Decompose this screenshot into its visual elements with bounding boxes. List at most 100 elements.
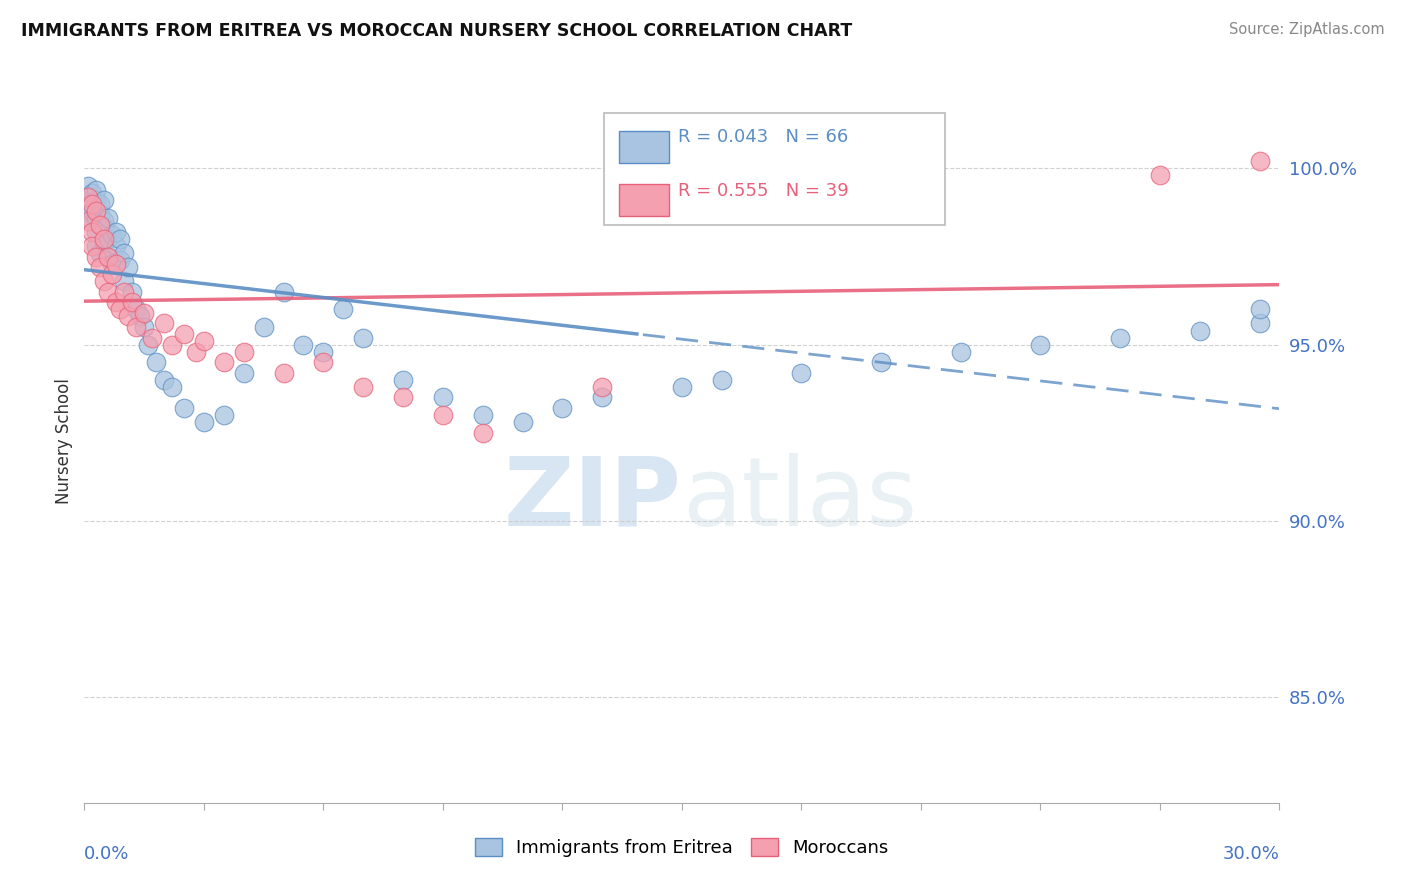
Point (1188, 324, 1211, 338)
Point (112, 285, 135, 299)
Point (273, 285, 295, 299)
Point (232, 344, 254, 359)
Point (160, 337, 183, 351)
Point (1109, 330, 1132, 344)
Point (432, 408, 454, 422)
Point (110, 253, 132, 268)
Point (212, 408, 235, 422)
Text: R = 0.555   N = 39: R = 0.555 N = 39 (678, 182, 849, 200)
Point (232, 366, 254, 380)
Point (332, 302, 354, 317)
Point (392, 391, 415, 405)
Point (86, 203, 108, 218)
Text: Source: ZipAtlas.com: Source: ZipAtlas.com (1229, 22, 1385, 37)
Point (77, 214, 100, 228)
Point (471, 425, 494, 440)
Point (89, 218, 111, 232)
Point (82, 239, 104, 253)
Point (86, 239, 108, 253)
Point (89, 246, 111, 260)
Point (110, 302, 132, 317)
Point (432, 391, 454, 405)
Text: atlas: atlas (682, 453, 917, 546)
Point (82, 225, 104, 239)
Point (82, 196, 104, 211)
Point (77, 179, 100, 194)
Point (352, 330, 374, 344)
Point (105, 239, 128, 253)
Point (82, 196, 104, 211)
Point (93, 214, 115, 228)
Point (471, 408, 494, 422)
Point (591, 391, 613, 405)
Point (392, 373, 415, 387)
Point (551, 401, 574, 415)
Point (105, 256, 128, 270)
Point (512, 415, 534, 429)
Point (93, 274, 115, 288)
Point (110, 232, 132, 246)
Point (86, 211, 108, 225)
Point (121, 285, 143, 299)
Point (89, 207, 111, 221)
Point (193, 415, 215, 429)
FancyBboxPatch shape (605, 112, 945, 225)
Point (184, 344, 207, 359)
Point (82, 214, 104, 228)
Text: 30.0%: 30.0% (1223, 845, 1279, 863)
Point (710, 373, 733, 387)
Point (105, 295, 128, 310)
Point (273, 366, 295, 380)
Point (89, 196, 111, 211)
Point (173, 401, 195, 415)
Point (292, 337, 315, 351)
Point (253, 320, 276, 334)
Point (93, 193, 115, 207)
FancyBboxPatch shape (619, 184, 669, 216)
Point (93, 221, 115, 235)
Point (949, 344, 972, 359)
Point (212, 355, 235, 369)
Point (125, 302, 148, 317)
Point (145, 355, 167, 369)
Point (352, 380, 374, 394)
Point (86, 182, 108, 196)
Point (1249, 302, 1271, 317)
Point (97, 232, 120, 246)
Point (97, 250, 120, 264)
Point (671, 380, 693, 394)
Point (117, 260, 139, 274)
Point (132, 320, 156, 334)
Point (97, 285, 120, 299)
Point (77, 189, 100, 203)
Point (101, 267, 124, 281)
Point (1249, 154, 1271, 169)
Point (97, 211, 120, 225)
Point (97, 250, 120, 264)
Point (312, 344, 335, 359)
Text: R = 0.043   N = 66: R = 0.043 N = 66 (678, 128, 849, 146)
FancyBboxPatch shape (619, 131, 669, 163)
Point (1029, 337, 1052, 351)
Point (82, 186, 104, 200)
Y-axis label: Nursery School: Nursery School (55, 378, 73, 505)
Point (153, 373, 176, 387)
Point (870, 355, 893, 369)
Point (153, 317, 176, 331)
Text: 0.0%: 0.0% (84, 845, 129, 863)
Point (136, 337, 159, 351)
Point (193, 334, 215, 348)
Point (89, 218, 111, 232)
Point (1249, 317, 1271, 331)
Point (141, 330, 163, 344)
Point (89, 260, 111, 274)
Point (93, 235, 115, 250)
Point (790, 366, 813, 380)
Point (112, 274, 135, 288)
Point (112, 246, 135, 260)
Point (125, 320, 148, 334)
Point (1149, 169, 1171, 183)
Point (77, 203, 100, 218)
Point (86, 250, 108, 264)
Point (93, 232, 115, 246)
